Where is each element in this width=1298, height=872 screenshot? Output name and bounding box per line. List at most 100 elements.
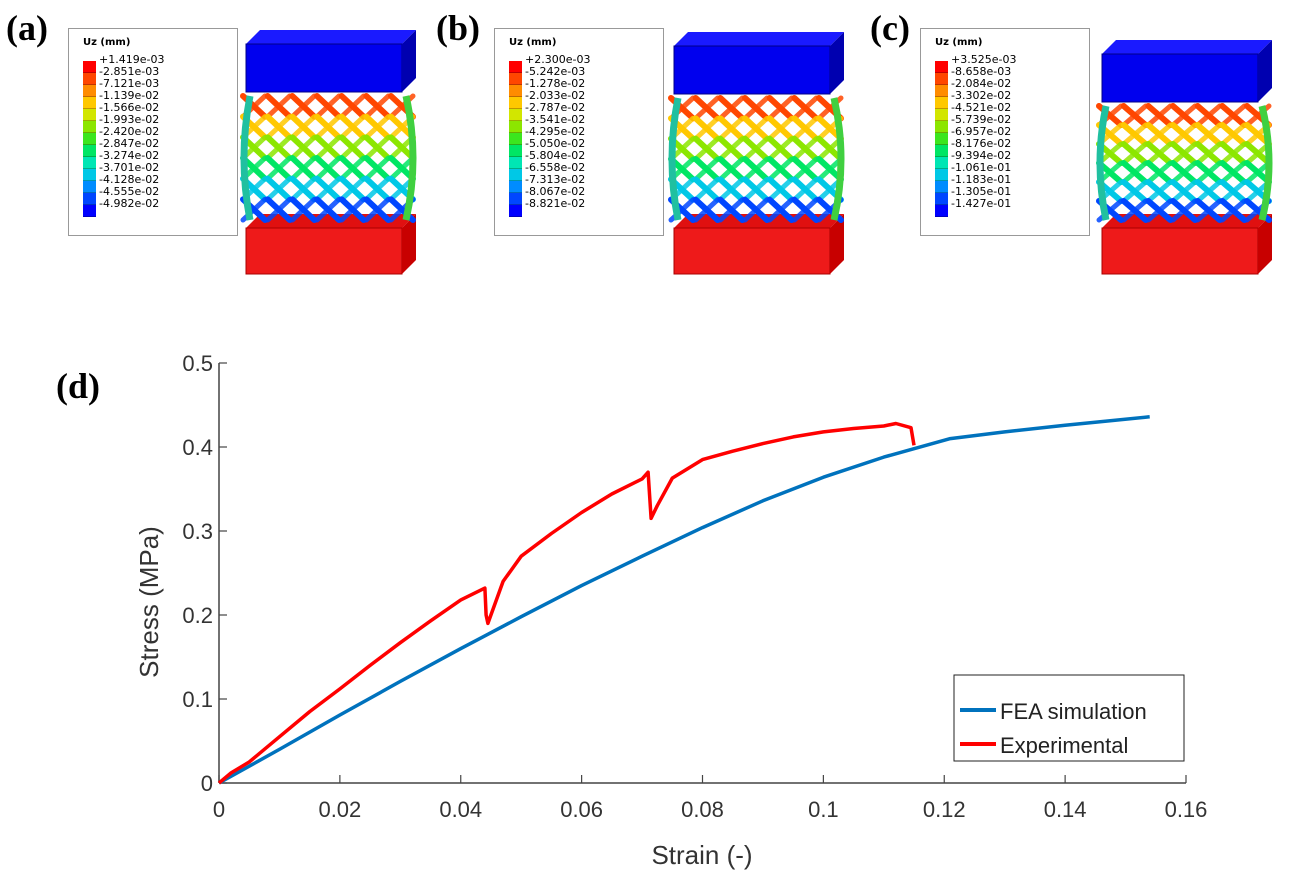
- x-tick-label: 0.16: [1165, 797, 1208, 822]
- color-swatch: [509, 121, 522, 133]
- color-swatch: [509, 133, 522, 145]
- color-swatch: [509, 193, 522, 205]
- color-swatch: [509, 109, 522, 121]
- legend-value: -1.427e-01: [951, 197, 1012, 210]
- color-swatch: [83, 73, 96, 85]
- legend-value: -1.183e-01: [951, 173, 1012, 186]
- color-swatch: [935, 157, 948, 169]
- legend-value: -8.176e-02: [951, 137, 1012, 150]
- color-swatch: [509, 181, 522, 193]
- legend-value: -1.305e-01: [951, 185, 1012, 198]
- y-tick-label: 0.3: [182, 519, 213, 544]
- color-swatch: [83, 181, 96, 193]
- x-tick-label: 0: [213, 797, 225, 822]
- legend-title: Uz (mm): [83, 37, 131, 48]
- panel-label-a: (a): [6, 8, 48, 48]
- x-tick-label: 0.02: [318, 797, 361, 822]
- color-swatch: [935, 193, 948, 205]
- color-swatch: [509, 205, 522, 217]
- x-axis-label: Strain (-): [651, 840, 752, 870]
- color-swatch: [935, 205, 948, 217]
- legend-value: -7.121e-03: [99, 77, 160, 90]
- color-swatch: [83, 85, 96, 97]
- color-scale: [935, 61, 948, 217]
- color-swatch: [509, 97, 522, 109]
- color-scale: [509, 61, 522, 217]
- color-swatch: [935, 73, 948, 85]
- legend-value: -6.558e-02: [525, 161, 586, 174]
- color-swatch: [83, 121, 96, 133]
- color-swatch: [935, 145, 948, 157]
- y-tick-label: 0.2: [182, 603, 213, 628]
- legend-value: -1.061e-01: [951, 161, 1012, 174]
- y-tick-label: 0.5: [182, 351, 213, 376]
- color-swatch: [935, 97, 948, 109]
- legend-value: -3.274e-02: [99, 149, 160, 162]
- color-swatch: [935, 181, 948, 193]
- panel-label-b: (b): [436, 8, 480, 48]
- y-axis-label: Stress (MPa): [134, 526, 164, 678]
- stress-strain-chart: 0 0.02 0.04 0.06 0.08 0.1 0.12 0.14 0.16 0 0.1 0.2 0…: [134, 351, 1207, 870]
- legend-value: -5.739e-02: [951, 113, 1012, 126]
- color-swatch: [83, 157, 96, 169]
- legend-value: +1.419e-03: [99, 53, 165, 66]
- legend-value: -1.566e-02: [99, 101, 160, 114]
- color-swatch: [509, 169, 522, 181]
- color-swatch: [83, 169, 96, 181]
- axes: 0 0.02 0.04 0.06 0.08 0.1 0.12 0.14 0.16 0 0.1 0.2 0…: [182, 351, 1207, 822]
- legend-value: -2.084e-02: [951, 77, 1012, 90]
- legend-value: -9.394e-02: [951, 149, 1012, 162]
- legend-title: Uz (mm): [509, 37, 557, 48]
- legend-value: -1.139e-02: [99, 89, 160, 102]
- contour-legend-a: Uz (mm) +1.419e-03 -2.851e-03 -7.121e-03 -1…: [68, 28, 238, 236]
- legend-value: -5.242e-03: [525, 65, 586, 78]
- color-swatch: [83, 109, 96, 121]
- x-tick-label: 0.04: [439, 797, 482, 822]
- legend-frame: [953, 674, 1185, 762]
- series-line-fea-simulation: [218, 415, 1150, 785]
- color-scale: [83, 61, 96, 217]
- color-swatch: [509, 157, 522, 169]
- legend-value: -2.847e-02: [99, 137, 160, 150]
- y-tick-label: 0: [201, 771, 213, 796]
- legend-value: -2.851e-03: [99, 65, 160, 78]
- x-tick-label: 0.12: [923, 797, 966, 822]
- lattice-specimen-b: [668, 32, 845, 275]
- legend-value: -8.658e-03: [951, 65, 1012, 78]
- panel-label-d: (d): [56, 366, 100, 406]
- legend-value: -3.541e-02: [525, 113, 586, 126]
- y-tick-label: 0.1: [182, 687, 213, 712]
- legend-values: +3.525e-03 -8.658e-03 -2.084e-02 -3.302e-02…: [951, 54, 1016, 210]
- x-tick-label: 0.06: [560, 797, 603, 822]
- legend-value: -8.067e-02: [525, 185, 586, 198]
- color-swatch: [935, 109, 948, 121]
- legend-value: -4.982e-02: [99, 197, 160, 210]
- color-swatch: [83, 97, 96, 109]
- legend-value: -1.993e-02: [99, 113, 160, 126]
- color-swatch: [83, 133, 96, 145]
- chart-legend: FEA simulation Experimental: [953, 674, 1185, 762]
- color-swatch: [83, 145, 96, 157]
- legend-value: -1.278e-02: [525, 77, 586, 90]
- y-tick-label: 0.4: [182, 435, 213, 460]
- legend-value: -4.521e-02: [951, 101, 1012, 114]
- color-swatch: [83, 61, 96, 73]
- color-swatch: [509, 85, 522, 97]
- legend-value: -5.804e-02: [525, 149, 586, 162]
- color-swatch: [935, 61, 948, 73]
- color-swatch: [509, 145, 522, 157]
- legend-value: -2.033e-02: [525, 89, 586, 102]
- color-swatch: [935, 85, 948, 97]
- series-line-experimental: [217, 421, 916, 785]
- legend-value: -8.821e-02: [525, 197, 586, 210]
- color-swatch: [83, 193, 96, 205]
- legend-value: -2.420e-02: [99, 125, 160, 138]
- color-swatch: [935, 121, 948, 133]
- legend-title: Uz (mm): [935, 37, 983, 48]
- x-tick-label: 0.1: [808, 797, 839, 822]
- panel-label-c: (c): [870, 8, 910, 48]
- legend-value: -5.050e-02: [525, 137, 586, 150]
- legend-value: +3.525e-03: [951, 53, 1017, 66]
- color-swatch: [83, 205, 96, 217]
- x-tick-label: 0.08: [681, 797, 724, 822]
